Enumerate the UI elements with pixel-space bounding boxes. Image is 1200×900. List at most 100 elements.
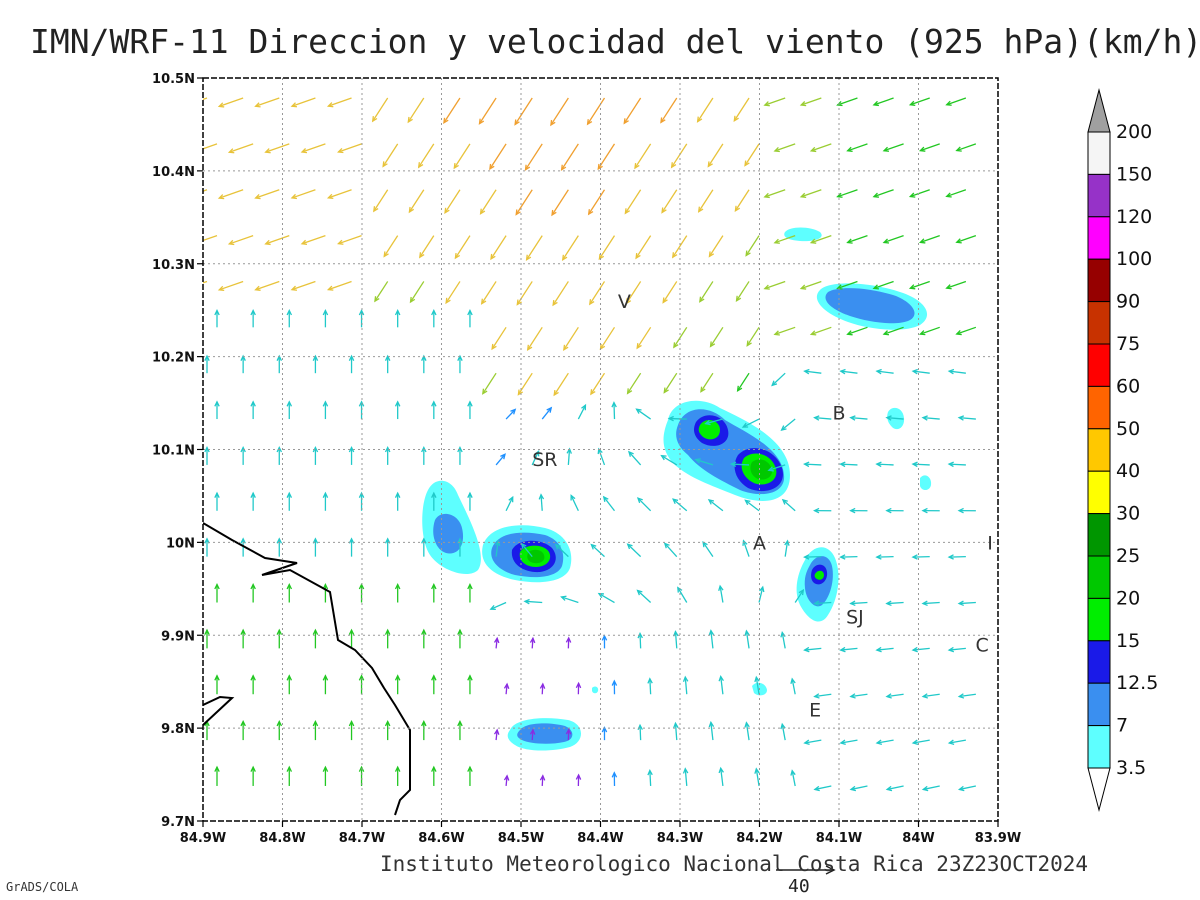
wind-vector [505, 775, 508, 787]
wind-vector-head [300, 239, 308, 245]
wind-vector-head [394, 491, 401, 498]
wind-vector [338, 143, 362, 153]
wind-vector-head [322, 491, 329, 498]
wind-speed-contours [422, 227, 932, 751]
wind-vector [664, 542, 678, 558]
wind-vector-head [872, 100, 879, 107]
colorbar-swatch [1087, 173, 1111, 218]
wind-vector-head [947, 646, 955, 653]
wind-vector-head [839, 739, 846, 745]
wind-vector-head [708, 629, 715, 636]
place-label: I [987, 532, 993, 554]
wind-vector-head [575, 773, 582, 780]
wind-vector-head [839, 461, 846, 468]
wind-vector-head [264, 239, 271, 246]
wind-vector-head [276, 537, 283, 544]
lat-tick-label: 10.3N [152, 258, 195, 273]
wind-vector-head [908, 192, 916, 198]
wind-vector-head [708, 251, 715, 258]
colorbar-swatch [1087, 513, 1111, 557]
wind-vector-head [601, 634, 608, 641]
wind-vector-head [670, 162, 677, 169]
wind-vector-head [526, 344, 533, 351]
lon-tick-label: 84W [902, 831, 934, 846]
wind-vector-head [773, 146, 780, 153]
wind-vector-head [921, 600, 928, 607]
wind-vector-head [667, 415, 674, 422]
wind-vector-head [565, 636, 572, 643]
place-label: V [618, 291, 631, 313]
wind-vector [517, 372, 533, 395]
wind-vector-head [384, 719, 391, 727]
wind-vector [710, 326, 724, 347]
wind-vector-head [290, 193, 298, 200]
wind-vector [791, 678, 796, 695]
wind-vector-head [581, 403, 587, 411]
wind-vector-head [849, 785, 857, 792]
wind-vector-head [945, 100, 952, 106]
contour-15 [698, 419, 720, 440]
wind-vector [920, 143, 940, 152]
wind-vector-head [312, 719, 319, 727]
wind-vector [923, 785, 940, 791]
wind-vector-head [250, 309, 256, 316]
wind-vector [959, 601, 976, 605]
wind-vector-head [489, 604, 496, 611]
wind-vector-head [515, 209, 521, 216]
wind-vector [636, 326, 652, 349]
wind-vector-head [957, 600, 964, 607]
wind-vector-head [467, 765, 473, 772]
wind-vector [755, 768, 760, 787]
wind-vector-head [467, 400, 473, 407]
wind-vector [634, 143, 652, 169]
wind-vector-head [444, 207, 450, 215]
wind-vector-head [875, 554, 882, 560]
wind-vector-head [677, 586, 683, 593]
wind-vector [735, 281, 750, 302]
wind-vector [599, 326, 616, 350]
wind-vector [203, 234, 218, 242]
wind-vector-head [493, 636, 500, 644]
lon-tick-label: 84.8W [259, 831, 305, 846]
wind-vector-head [240, 719, 246, 727]
wind-vector-head [625, 298, 632, 305]
wind-vector-head [745, 250, 751, 257]
wind-vector [551, 189, 569, 216]
wind-vector [922, 601, 940, 605]
wind-vector [613, 402, 616, 420]
wind-vector-head [945, 284, 952, 290]
wind-vector [804, 647, 822, 651]
wind-vector-head [803, 554, 810, 560]
wind-vector-head [767, 466, 774, 472]
wind-vector [708, 499, 724, 512]
wind-vector-head [214, 582, 220, 590]
colorbar-label: 30 [1116, 503, 1140, 525]
wind-vector [710, 630, 714, 649]
wind-vector-head [322, 309, 329, 316]
wind-vector-head [836, 284, 843, 290]
wind-vector-head [217, 285, 225, 292]
lat-tick-label: 10.2N [152, 351, 195, 366]
wind-vector [873, 97, 894, 106]
wind-vector [847, 234, 868, 244]
wind-vector-head [849, 693, 856, 699]
wind-vectors [203, 97, 977, 792]
wind-vector-head [882, 146, 890, 152]
wind-vector-head [493, 728, 500, 735]
wind-vector-head [407, 116, 413, 124]
wind-vector-head [454, 252, 461, 260]
wind-vector-head [799, 192, 807, 198]
contour-3.5 [592, 686, 599, 694]
wind-vector [531, 729, 534, 741]
wind-vector-head [227, 148, 235, 154]
wind-vector [742, 540, 750, 557]
wind-vector [627, 372, 642, 394]
wind-vector-head [699, 296, 705, 303]
wind-vector [495, 729, 498, 741]
wind-vector-head [409, 296, 416, 304]
coastline-path [203, 522, 411, 816]
wind-vector-head [322, 400, 329, 407]
wind-vector [764, 280, 786, 290]
wind-vector [669, 417, 687, 420]
wind-vector [265, 143, 290, 153]
